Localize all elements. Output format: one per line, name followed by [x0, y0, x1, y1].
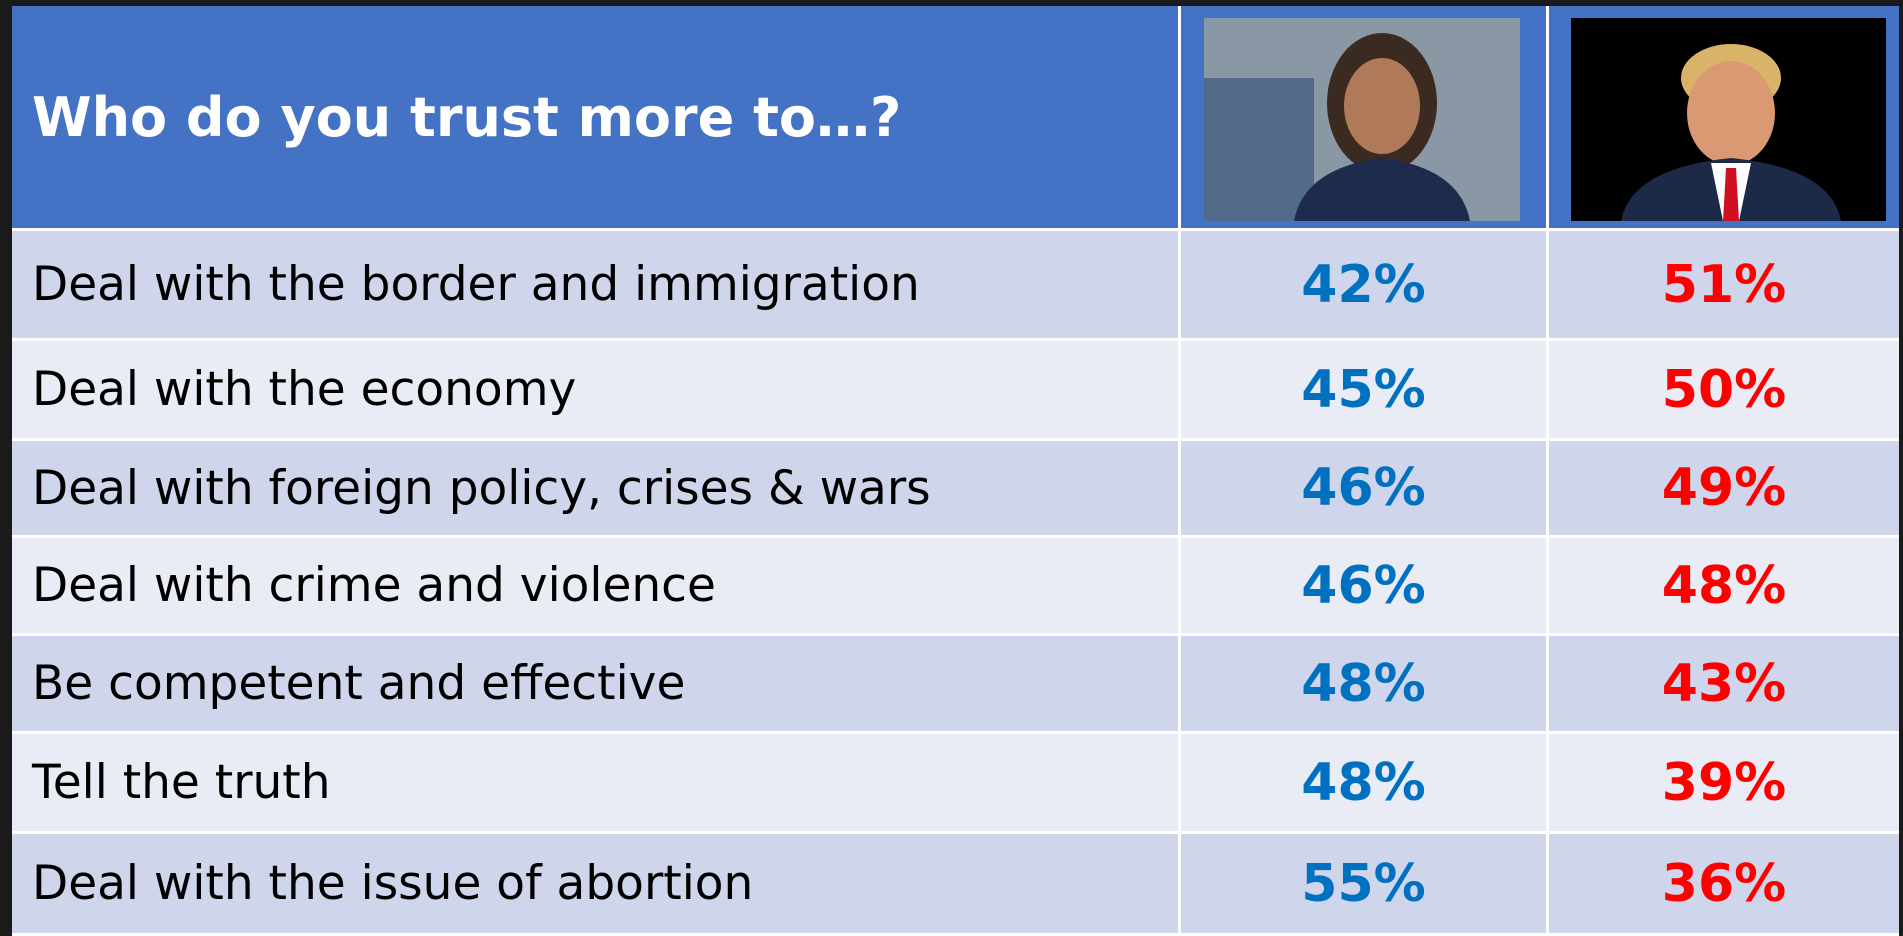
harris-value: 48% — [1181, 636, 1546, 731]
row-label: Deal with the issue of abortion — [12, 834, 1178, 933]
row-label: Be competent and effective — [12, 636, 1178, 731]
harris-value: 48% — [1181, 734, 1546, 831]
trump-value: 51% — [1549, 231, 1899, 338]
trump-photo — [1571, 18, 1886, 221]
row-label: Deal with crime and violence — [12, 538, 1178, 633]
trump-value: 36% — [1549, 834, 1899, 933]
harris-value: 42% — [1181, 231, 1546, 338]
trust-table: Who do you trust more to…? Deal with the… — [12, 6, 1899, 936]
trump-value: 49% — [1549, 441, 1899, 535]
row-label: Deal with the economy — [12, 341, 1178, 438]
trump-value: 50% — [1549, 341, 1899, 438]
row-label: Deal with foreign policy, crises & wars — [12, 441, 1178, 535]
harris-value: 45% — [1181, 341, 1546, 438]
trump-value: 43% — [1549, 636, 1899, 731]
trump-value: 39% — [1549, 734, 1899, 831]
trump-value: 48% — [1549, 538, 1899, 633]
harris-value: 46% — [1181, 538, 1546, 633]
header-title: Who do you trust more to…? — [12, 6, 1178, 228]
harris-value: 55% — [1181, 834, 1546, 933]
row-label: Deal with the border and immigration — [12, 231, 1178, 338]
harris-photo — [1204, 18, 1520, 221]
harris-value: 46% — [1181, 441, 1546, 535]
row-label: Tell the truth — [12, 734, 1178, 831]
